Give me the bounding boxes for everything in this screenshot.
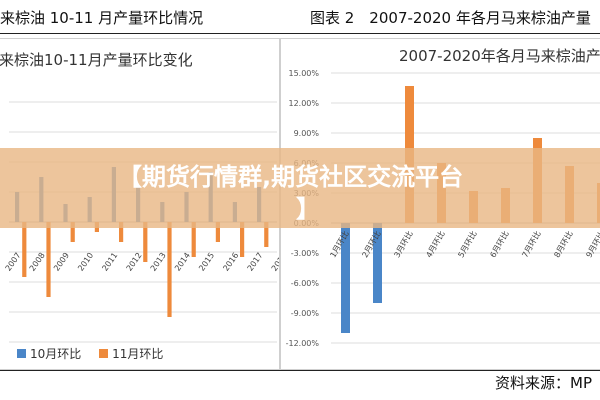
left-x-tick-label: 2009: [52, 251, 71, 273]
left-x-tick-label: 2015: [197, 251, 216, 273]
right-x-tick-label: 7月环比: [520, 229, 543, 259]
left-legend: 10月环比 11月环比: [17, 345, 177, 362]
banner-line-2: 】: [296, 195, 320, 223]
right-y-tick-label: -9.00%: [291, 309, 320, 318]
left-bar-nov: [167, 222, 172, 317]
right-y-tick-label: -12.00%: [286, 339, 320, 348]
left-x-tick-label: 2010: [76, 251, 95, 273]
right-x-tick-label: 5月环比: [456, 229, 479, 259]
right-bar-blue: [373, 223, 382, 303]
left-x-tick-label: 2007: [4, 251, 23, 273]
banner-line-1: 【期货行情群,期货社区交流平台: [118, 163, 464, 191]
right-header-title: 图表 2 2007-2020 年各月马来棕油产量: [310, 9, 591, 27]
header-rule: [0, 33, 600, 34]
right-x-tick-label: 3月环比: [392, 229, 415, 259]
left-bar-nov: [264, 222, 269, 247]
footer-rule: [0, 370, 600, 371]
left-bar-nov: [46, 222, 51, 297]
legend-swatch-oct: [17, 349, 26, 358]
left-header-title: 来棕油 10-11 月产量环比情况: [0, 9, 204, 27]
left-bar-nov: [191, 222, 196, 257]
left-x-tick-label: 2018: [270, 251, 279, 273]
left-x-tick-label: 2013: [149, 251, 168, 273]
left-x-tick-label: 2012: [125, 251, 144, 273]
left-bar-nov: [143, 222, 148, 262]
promo-banner[interactable]: 【期货行情群,期货社区交流平台 】: [0, 148, 600, 228]
right-bar-blue: [341, 223, 350, 333]
left-bar-nov: [70, 222, 75, 242]
legend-label-oct: 10月环比: [30, 347, 82, 361]
left-bar-nov: [119, 222, 124, 242]
left-chart-title: 来棕油10-11月产量环比变化: [0, 51, 193, 69]
left-x-tick-label: 2011: [100, 251, 119, 273]
right-x-tick-label: 9月环比: [584, 229, 600, 259]
right-x-tick-label: 8月环比: [552, 229, 575, 259]
left-bar-nov: [215, 222, 220, 242]
left-x-tick-label: 2016: [221, 251, 240, 273]
right-y-tick-label: 12.00%: [288, 99, 319, 108]
right-chart-title: 2007-2020年各月马来棕油产量环比: [399, 47, 600, 65]
left-x-tick-label: 2017: [246, 251, 265, 273]
left-x-tick-label: 2008: [28, 251, 47, 273]
legend-swatch-nov: [99, 349, 109, 358]
left-x-tick-label: 2014: [173, 251, 192, 273]
right-x-tick-label: 6月环比: [488, 229, 511, 259]
right-y-tick-label: 9.00%: [294, 129, 320, 138]
left-bar-nov: [22, 222, 27, 277]
source-note: 资料来源：MP: [495, 374, 592, 392]
right-x-tick-label: 4月环比: [424, 229, 447, 259]
right-y-tick-label: -6.00%: [291, 279, 320, 288]
legend-label-nov: 11月环比: [112, 347, 164, 361]
right-y-tick-label: 15.00%: [288, 69, 319, 78]
left-bar-nov: [240, 222, 245, 257]
right-y-tick-label: -3.00%: [291, 249, 320, 258]
